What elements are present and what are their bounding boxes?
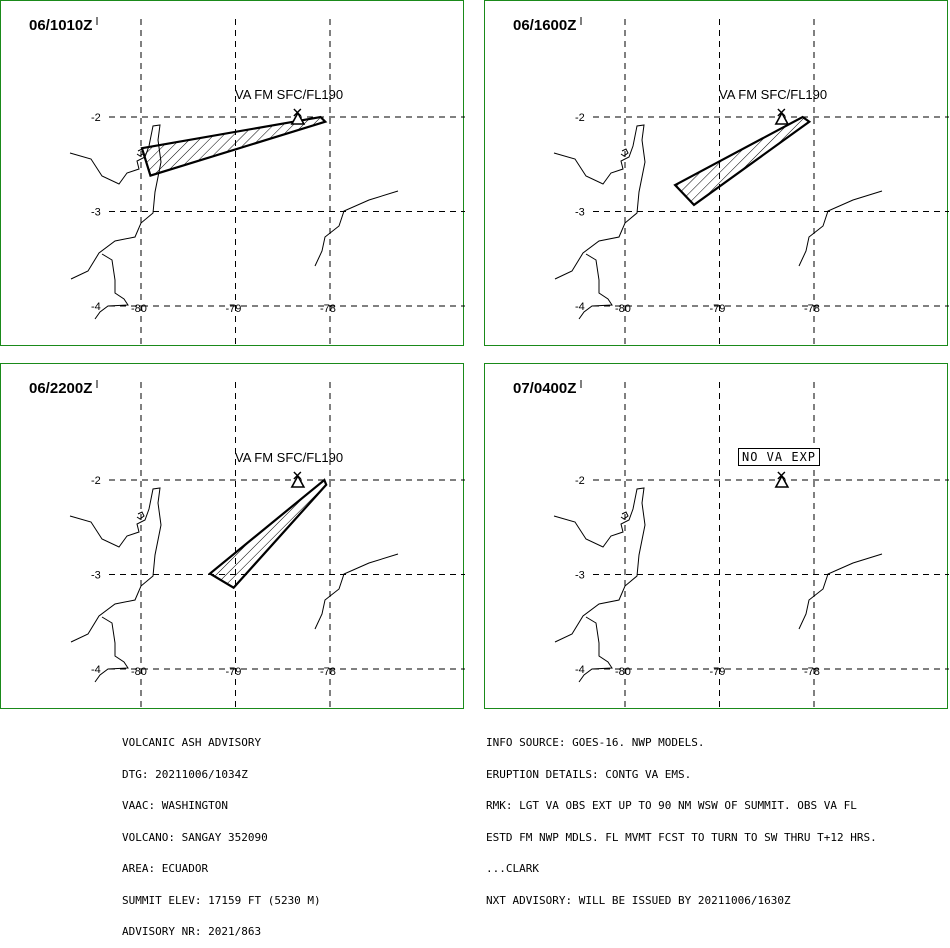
map-canvas: -2 -3 -4 -80 -79 -78 — [553, 17, 949, 347]
info-line: NXT ADVISORY: WILL BE ISSUED BY 20211006… — [486, 893, 791, 907]
info-line: VOLCANO: SANGAY 352090 — [122, 830, 268, 844]
advisory-info-left: VOLCANIC ASH ADVISORY DTG: 20211006/1034… — [122, 717, 321, 948]
coastline — [69, 124, 399, 320]
coastline — [553, 124, 883, 320]
border-line — [314, 553, 399, 630]
lat-tick-label: -4 — [91, 301, 101, 313]
lat-tick-label: -4 — [575, 301, 585, 313]
info-line: ADVISORY NR: 2021/863 — [122, 925, 262, 938]
lon-tick-label: -78 — [804, 666, 820, 678]
lat-tick-label: -2 — [91, 112, 101, 124]
map-panel-3: -2 -3 -4 -80 -79 -78 06/2200Z VA FM SFC/FL190 — [0, 363, 465, 710]
map-panel-1: -2 -3 -4 -80 -79 -78 06/1010Z VA FM SFC/FL190 — [0, 0, 465, 347]
panel-time: 07/0400Z — [513, 380, 577, 397]
lat-tick-label: -3 — [91, 207, 101, 219]
coast-line — [620, 511, 629, 520]
ash-cloud-polygon — [673, 115, 812, 207]
coast-line — [69, 487, 162, 643]
border-line — [798, 553, 883, 630]
info-line: DTG: 20211006/1034Z — [122, 767, 248, 781]
coast-line — [94, 253, 129, 320]
ash-cloud-polygon — [140, 115, 328, 177]
lon-tick-label: -78 — [320, 303, 336, 315]
coast-line — [553, 487, 646, 643]
graticule — [593, 382, 949, 710]
advisory-info-right: INFO SOURCE: GOES-16. NWP MODELS. ERUPTI… — [486, 717, 877, 917]
ash-cloud-polygon — [208, 478, 328, 590]
coast-line — [94, 616, 129, 683]
lat-tick-label: -3 — [91, 570, 101, 582]
map-canvas: -2 -3 -4 -80 -79 -78 — [553, 380, 949, 710]
border-line — [798, 190, 883, 267]
graticule — [109, 382, 465, 710]
info-line: VOLCANIC ASH ADVISORY — [122, 736, 262, 749]
va-label: VA FM SFC/FL190 — [235, 450, 344, 465]
info-line: ESTD FM NWP MDLS. FL MVMT FCST TO TURN T… — [486, 830, 877, 844]
lon-tick-label: -79 — [226, 303, 242, 315]
lat-tick-label: -2 — [575, 112, 585, 124]
coast-line — [553, 124, 646, 280]
coastline — [69, 487, 399, 683]
graticule — [109, 19, 465, 347]
no-va-expected-box: NO VA EXP — [738, 448, 821, 466]
coast-line — [136, 511, 145, 520]
map-panel-2: -2 -3 -4 -80 -79 -78 06/1600Z VA FM SFC/FL190 — [484, 0, 949, 347]
lon-tick-label: -80 — [131, 303, 147, 315]
panel-time: 06/2200Z — [29, 380, 93, 397]
lon-tick-label: -78 — [320, 666, 336, 678]
info-line: ERUPTION DETAILS: CONTG VA EMS. — [486, 767, 692, 781]
border-line — [314, 190, 399, 267]
info-line: SUMMIT ELEV: 17159 FT (5230 M) — [122, 893, 321, 907]
lat-tick-label: -4 — [91, 664, 101, 676]
map-canvas: -2 -3 -4 -80 -79 -78 — [69, 380, 465, 710]
lon-tick-label: -79 — [710, 666, 726, 678]
va-label: VA FM SFC/FL190 — [235, 87, 344, 102]
info-line: ...CLARK — [486, 862, 539, 875]
lon-tick-label: -80 — [615, 303, 631, 315]
coast-line — [620, 148, 629, 157]
va-label: VA FM SFC/FL190 — [719, 87, 828, 102]
info-line: RMK: LGT VA OBS EXT UP TO 90 NM WSW OF S… — [486, 799, 857, 812]
lon-tick-label: -79 — [226, 666, 242, 678]
volcano-icon — [290, 471, 306, 488]
lat-tick-label: -2 — [91, 475, 101, 487]
info-line: INFO SOURCE: GOES-16. NWP MODELS. — [486, 736, 705, 749]
lat-tick-label: -2 — [575, 475, 585, 487]
volcano-icon — [774, 108, 790, 125]
coastline — [553, 487, 883, 683]
info-line: VAAC: WASHINGTON — [122, 799, 228, 812]
coast-line — [69, 124, 162, 280]
info-line: AREA: ECUADOR — [122, 862, 209, 875]
lat-tick-label: -3 — [575, 207, 585, 219]
coast-line — [578, 616, 613, 683]
graticule — [593, 19, 949, 347]
volcano-icon — [774, 471, 790, 488]
lon-tick-label: -79 — [710, 303, 726, 315]
map-panel-4: -2 -3 -4 -80 -79 -78 07/0400Z NO VA EXP — [484, 363, 949, 710]
lat-tick-label: -4 — [575, 664, 585, 676]
panel-time: 06/1600Z — [513, 17, 577, 34]
lon-tick-label: -80 — [615, 666, 631, 678]
lon-tick-label: -80 — [131, 666, 147, 678]
lat-tick-label: -3 — [575, 570, 585, 582]
lon-tick-label: -78 — [804, 303, 820, 315]
panel-time: 06/1010Z — [29, 17, 93, 34]
coast-line — [578, 253, 613, 320]
volcano-icon — [290, 108, 306, 125]
map-canvas: -2 -3 -4 -80 -79 -78 — [69, 17, 465, 347]
